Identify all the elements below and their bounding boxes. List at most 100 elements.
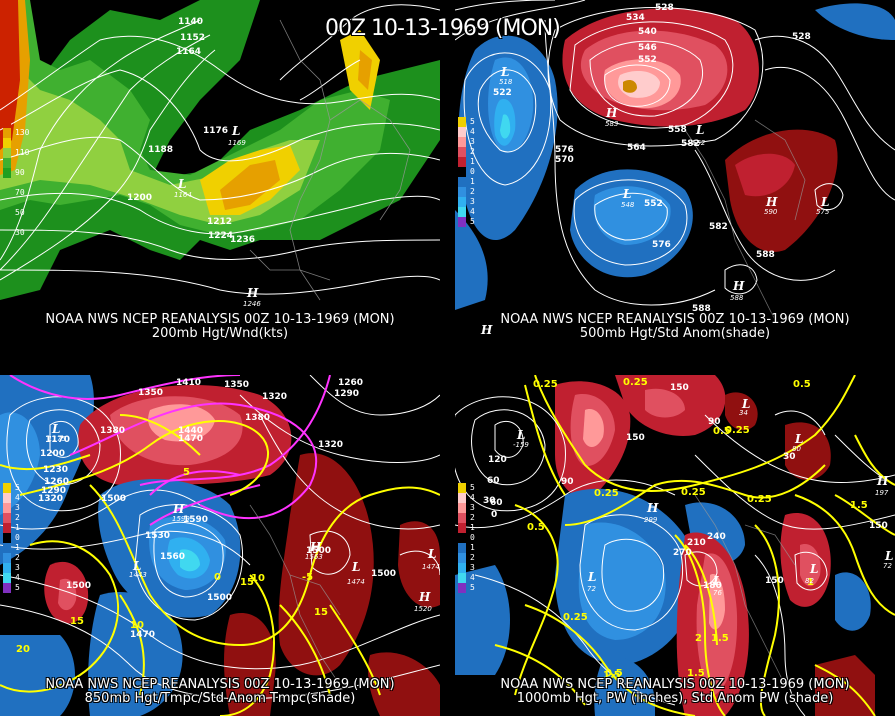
temperature-labels-850mb: 5 10 15 -5 0 15 10 20 15	[16, 467, 328, 655]
low-center-marker: L	[427, 547, 436, 561]
contour-label: 1230	[43, 465, 68, 475]
map-500mb: 528 534 540 546 552 522 558 564 570 576 …	[455, 0, 895, 337]
center-value: 82	[805, 577, 814, 585]
contour-label: 90	[561, 477, 574, 487]
pw-label: 0.25	[623, 377, 648, 388]
contour-label: 60	[487, 476, 500, 486]
legend-label: 3	[15, 563, 20, 572]
high-center-marker: H	[309, 540, 322, 554]
panel-subcaption: 850mb Hgt/Tmpc/Std Anom Tmpc(shade)	[84, 691, 356, 706]
pw-label: 0.25	[594, 488, 619, 499]
contour-label: 582	[709, 222, 728, 232]
legend-label: 3	[470, 563, 475, 572]
low-center-marker: L	[51, 422, 60, 436]
contour-labels-850mb: 1380 1350 1410 1350 1320 1260 1290 1170 …	[38, 375, 396, 640]
contour-label: 1152	[180, 33, 205, 43]
contour-label: 1380	[103, 375, 128, 376]
legend-label: 130	[15, 128, 30, 137]
legend-label: 1	[15, 523, 20, 532]
legend-swatch	[3, 128, 11, 138]
low-center-marker: L	[231, 124, 240, 138]
contour-label: 546	[638, 43, 657, 53]
low-center-marker: L	[741, 397, 750, 411]
high-center-marker: H	[605, 106, 618, 120]
contour-label: 150	[626, 433, 645, 443]
legend-swatch	[3, 158, 11, 168]
contour-label: 1500	[306, 546, 331, 556]
contour-label: 1350	[224, 380, 249, 390]
contour-label: 210	[687, 538, 706, 548]
pressure-centers-500mb: L 518 H 583 L 552 L 548 H 590 L 575 H 58…	[480, 65, 830, 337]
isotherm-label: 5	[183, 467, 190, 478]
center-value: 72	[587, 585, 596, 593]
legend-swatch	[3, 148, 11, 158]
contour-label: 1320	[38, 494, 63, 504]
contour-label: 0	[491, 510, 497, 520]
panel-subcaption: 500mb Hgt/Std Anom(shade)	[579, 326, 771, 341]
legend-label: 50	[15, 208, 25, 217]
low-center-marker: L	[622, 187, 631, 201]
legend-label: 3	[470, 137, 475, 146]
isotherm-label: 20	[16, 644, 30, 655]
panel-caption: NOAA NWS NCEP REANALYSIS 00Z 10-13-1969 …	[500, 677, 850, 692]
contour-label: 90	[708, 417, 721, 427]
legend-label: 2	[15, 513, 20, 522]
legend-200mb: 130 110 90 70 50 30	[3, 118, 29, 237]
contour-label: 1560	[160, 552, 185, 562]
contour-label: 1470	[130, 630, 155, 640]
legend-label: 70	[15, 188, 25, 197]
contour-label: 1320	[318, 440, 343, 450]
pressure-centers-200mb: L 1169 L 1164 H 1246	[174, 124, 261, 308]
pw-label: 0.5	[713, 426, 731, 437]
center-value: 197	[875, 489, 889, 497]
pw-label: 1.5	[850, 500, 868, 511]
contour-label: 120	[565, 375, 584, 377]
pw-label: 0.25	[747, 494, 772, 505]
high-center-marker: H	[765, 195, 778, 209]
legend-label: 4	[470, 207, 475, 216]
legend-label: 2	[470, 513, 475, 522]
center-value: 1175	[48, 435, 66, 443]
panel-subcaption: 1000mb Hgt, PW (inches), Std Anom PW (sh…	[516, 691, 834, 706]
legend-label: 4	[470, 127, 475, 136]
center-value: 1246	[243, 300, 261, 308]
contour-label: 180	[703, 581, 722, 591]
contour-label: 1380	[245, 413, 270, 423]
contour-labels-200mb: 1140 1152 1164 1176 1188 1200 1212 1224 …	[127, 17, 255, 245]
legend-swatch	[3, 138, 11, 148]
center-value: 1443	[129, 571, 147, 579]
pw-label: 0.5	[527, 522, 545, 533]
center-value: -159	[513, 441, 529, 449]
contour-label: 1500	[101, 494, 126, 504]
contour-label: 528	[792, 32, 811, 42]
pw-label: 0.25	[725, 425, 750, 436]
contour-label: 150	[869, 521, 888, 531]
legend-label: 2	[470, 147, 475, 156]
legend-label: 2	[470, 187, 475, 196]
contour-label: 150	[765, 576, 784, 586]
contour-label: 576	[555, 145, 574, 155]
contour-label: 1590	[183, 515, 208, 525]
legend-label: 0	[470, 533, 475, 542]
contour-label: 120	[488, 455, 507, 465]
center-value: 80	[792, 445, 801, 453]
legend-label: 3	[470, 197, 475, 206]
contour-label: 528	[655, 3, 674, 13]
legend-label: 110	[15, 148, 30, 157]
map-1000mb: 120 150 90 60 30 0 90 60 120 150 210 240…	[455, 375, 895, 716]
contour-label: 1212	[207, 217, 232, 227]
contour-label: 1200	[127, 193, 152, 203]
contour-label: 60	[490, 498, 503, 508]
isotherm-label: 15	[314, 607, 328, 618]
contour-labels-500mb: 528 534 540 546 552 522 558 564 570 576 …	[493, 3, 811, 314]
center-value: 552	[692, 139, 706, 147]
contour-label: 1320	[262, 392, 287, 402]
legend-1000mb: 5 4 3 2 1 0 1 2 3 4 5	[458, 483, 475, 593]
isotherm-label: -5	[302, 572, 313, 583]
contour-label: 1500	[66, 581, 91, 591]
center-value: 1599	[172, 515, 190, 523]
map-200mb: 1140 1152 1164 1176 1188 1200 1212 1224 …	[0, 0, 440, 308]
contour-labels-1000mb: 120 150 90 60 30 0 90 60 120 150 210 240…	[483, 375, 888, 591]
contour-label: 534	[626, 13, 645, 23]
low-center-marker: L	[712, 574, 721, 588]
